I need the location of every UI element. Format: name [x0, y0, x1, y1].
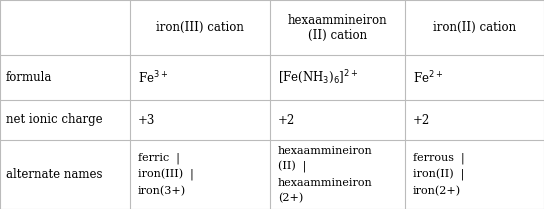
Text: +2: +2 — [278, 113, 295, 126]
Text: alternate names: alternate names — [6, 168, 102, 181]
Text: formula: formula — [6, 71, 52, 84]
Text: hexaammineiron
(II) cation: hexaammineiron (II) cation — [288, 14, 387, 42]
Text: [Fe(NH$_3$)$_6$]$^{2+}$: [Fe(NH$_3$)$_6$]$^{2+}$ — [278, 69, 358, 86]
Text: Fe$^{2+}$: Fe$^{2+}$ — [413, 69, 443, 86]
Text: ferric  |
iron(III)  |
iron(3+): ferric | iron(III) | iron(3+) — [138, 153, 194, 196]
Text: +3: +3 — [138, 113, 156, 126]
Text: iron(II) cation: iron(II) cation — [433, 21, 516, 34]
Text: hexaammineiron
(II)  |
hexaammineiron
(2+): hexaammineiron (II) | hexaammineiron (2+… — [278, 146, 373, 203]
Text: ferrous  |
iron(II)  |
iron(2+): ferrous | iron(II) | iron(2+) — [413, 153, 465, 196]
Text: iron(III) cation: iron(III) cation — [156, 21, 244, 34]
Text: net ionic charge: net ionic charge — [6, 113, 103, 126]
Text: +2: +2 — [413, 113, 430, 126]
Text: Fe$^{3+}$: Fe$^{3+}$ — [138, 69, 168, 86]
